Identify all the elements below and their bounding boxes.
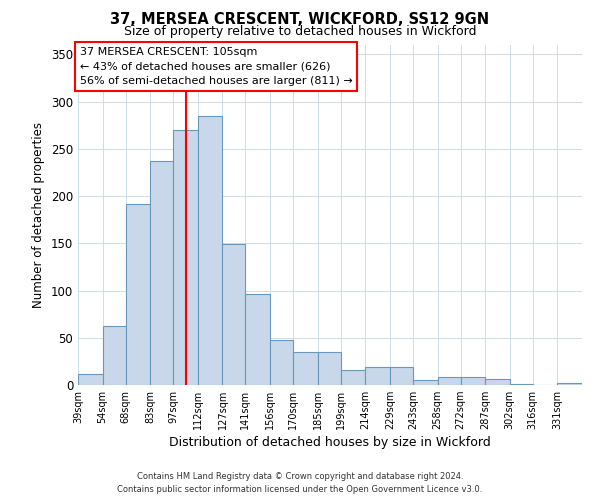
Bar: [150, 161, 173, 385]
Text: Size of property relative to detached houses in Wickford: Size of property relative to detached ho…: [124, 25, 476, 38]
Bar: [557, 383, 582, 385]
Bar: [198, 116, 223, 385]
Bar: [317, 352, 341, 385]
Text: 37, MERSEA CRESCENT, WICKFORD, SS12 9GN: 37, MERSEA CRESCENT, WICKFORD, SS12 9GN: [110, 12, 490, 28]
Y-axis label: Number of detached properties: Number of detached properties: [32, 122, 46, 308]
Bar: [413, 380, 437, 385]
Text: Contains HM Land Registry data © Crown copyright and database right 2024.
Contai: Contains HM Land Registry data © Crown c…: [118, 472, 482, 494]
Bar: [510, 384, 533, 385]
Bar: [437, 378, 461, 385]
Bar: [223, 244, 245, 385]
Bar: [293, 352, 317, 385]
Bar: [78, 374, 103, 385]
Bar: [270, 340, 293, 385]
Bar: [461, 378, 485, 385]
X-axis label: Distribution of detached houses by size in Wickford: Distribution of detached houses by size …: [169, 436, 491, 450]
Bar: [173, 130, 198, 385]
Bar: [485, 380, 510, 385]
Bar: [125, 204, 150, 385]
Bar: [341, 370, 365, 385]
Bar: [390, 367, 413, 385]
Bar: [365, 367, 390, 385]
Text: 37 MERSEA CRESCENT: 105sqm
← 43% of detached houses are smaller (626)
56% of sem: 37 MERSEA CRESCENT: 105sqm ← 43% of deta…: [80, 47, 352, 86]
Bar: [245, 294, 270, 385]
Bar: [103, 326, 125, 385]
